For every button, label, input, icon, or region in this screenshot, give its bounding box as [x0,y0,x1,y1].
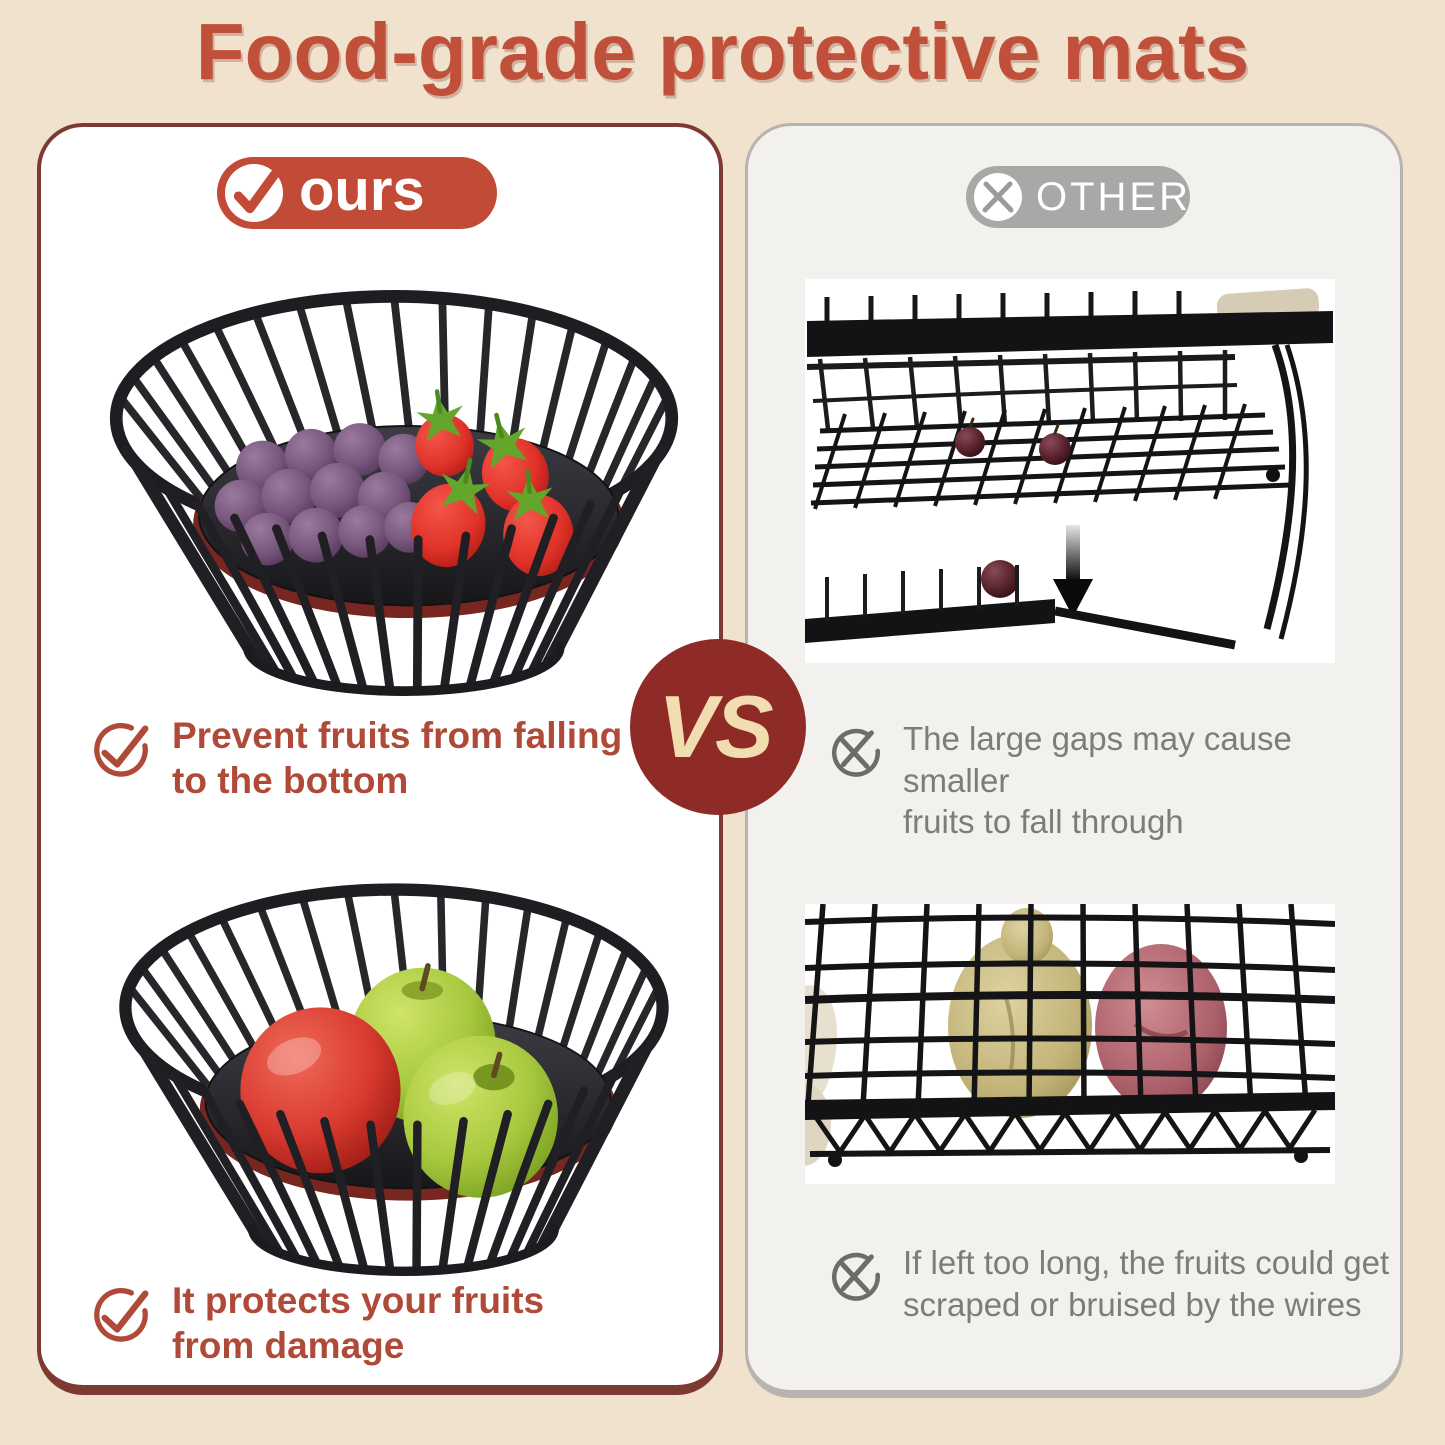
other-badge-label: OTHER [1036,174,1191,219]
benefit-text: It protects your fruits from damage [172,1280,545,1367]
x-circle-icon [831,728,880,777]
falling-arrow [1053,525,1093,617]
vs-badge: VS [630,639,806,815]
drawback-item: If left too long, the fruits could get s… [827,1244,1389,1325]
page-title: Food-grade protective mats [195,7,1250,96]
vs-label: VS [658,677,773,776]
check-circle-icon [94,723,149,777]
benefit-text: Prevent fruits from falling to the botto… [172,715,623,802]
check-circle-icon [94,1288,149,1342]
ours-badge: ours [217,157,497,229]
tier-gap-photo [805,279,1335,663]
drawback-item: The large gaps may cause smaller fruits … [827,720,1400,843]
check-icon [225,164,283,222]
benefit-item: It protects your fruits from damage [92,1280,544,1368]
basket-apples-photo [94,866,694,1276]
drawback-text: If left too long, the fruits could get s… [903,1244,1390,1323]
ours-panel: ours [37,123,723,1395]
wire-scrape-photo [805,904,1335,1184]
drawback-text: The large gaps may cause smaller fruits … [903,720,1292,841]
apples [240,963,558,1198]
x-icon [974,173,1022,221]
other-panel: OTHER [745,123,1403,1398]
basket-berries-photo [94,272,694,696]
benefit-item: Prevent fruits from falling to the botto… [92,715,622,803]
ours-badge-label: ours [299,157,425,223]
other-badge: OTHER [966,166,1190,228]
small-fruits [955,417,1071,598]
x-circle-icon [831,1252,880,1301]
